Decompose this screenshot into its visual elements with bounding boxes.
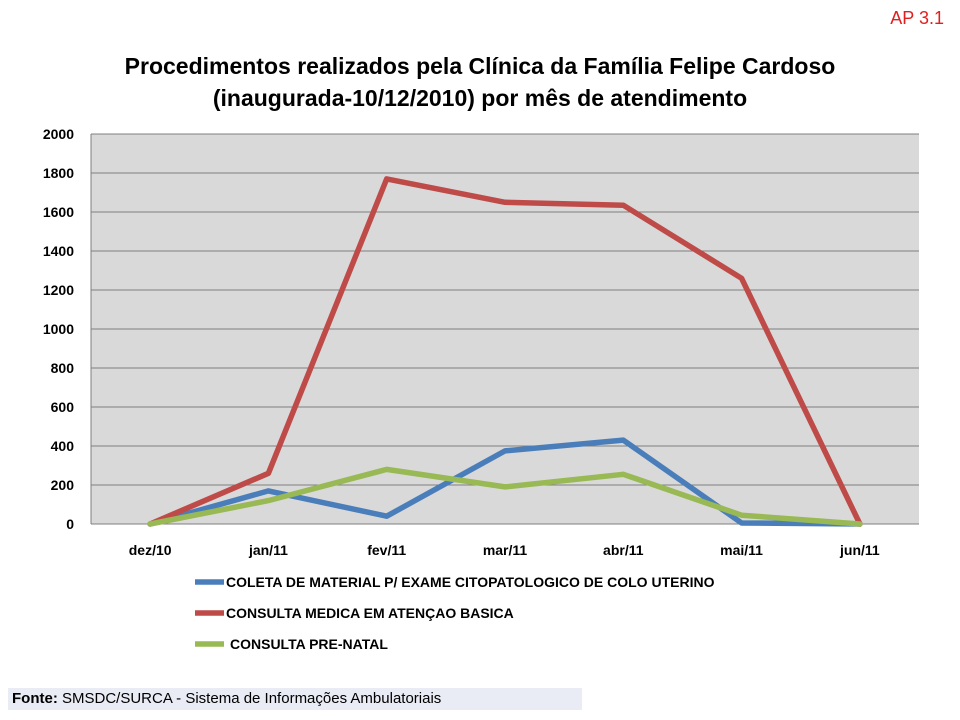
y-tick-label: 600 xyxy=(51,399,75,415)
y-axis-ticks: 0 200 400 600 800 1000 1200 1400 1600 1800 2000 xyxy=(43,126,74,532)
x-tick-label: jun/11 xyxy=(839,542,880,558)
x-tick-label: fev/11 xyxy=(367,542,406,558)
source-label: Fonte: xyxy=(12,690,58,707)
y-tick-label: 400 xyxy=(51,438,75,454)
line-chart: 0 200 400 600 800 1000 1200 1400 1600 1800 2000 de… xyxy=(43,126,919,652)
chart-title-line-1: Procedimentos realizados pela Clínica da… xyxy=(124,53,836,79)
x-tick-label: abr/11 xyxy=(603,542,644,558)
y-tick-label: 800 xyxy=(51,360,75,376)
x-tick-label: mai/11 xyxy=(720,542,763,558)
series-line-3 xyxy=(147,466,863,527)
legend-label: CONSULTA MEDICA EM ATENÇAO BASICA xyxy=(226,605,514,621)
y-tick-label: 1600 xyxy=(43,204,74,220)
gridlines xyxy=(90,133,919,525)
x-tick-label: mar/11 xyxy=(483,542,528,558)
x-tick-label: dez/10 xyxy=(129,542,172,558)
legend-label: COLETA DE MATERIAL P/ EXAME CITOPATOLOGI… xyxy=(226,574,715,590)
legend-label: CONSULTA PRE-NATAL xyxy=(230,636,388,652)
source-note: Fonte: SMSDC/SURCA - Sistema de Informaç… xyxy=(8,688,582,710)
y-tick-label: 1000 xyxy=(43,321,74,337)
series-lines xyxy=(147,176,863,527)
chart-title-line-2: (inaugurada-10/12/2010) por mês de atend… xyxy=(212,85,748,111)
chart-title: Procedimentos realizados pela Clínica da… xyxy=(0,50,960,114)
x-tick-label: jan/11 xyxy=(248,542,288,558)
y-tick-label: 0 xyxy=(66,516,74,532)
y-tick-label: 1800 xyxy=(43,165,74,181)
y-tick-label: 1200 xyxy=(43,282,74,298)
y-tick-label: 1400 xyxy=(43,243,74,259)
series-line-2 xyxy=(147,176,863,527)
y-tick-label: 200 xyxy=(51,477,75,493)
corner-label: AP 3.1 xyxy=(890,8,944,28)
legend: COLETA DE MATERIAL P/ EXAME CITOPATOLOGI… xyxy=(195,574,715,652)
y-tick-label: 2000 xyxy=(43,126,74,142)
x-axis-ticks: dez/10 jan/11 fev/11 mar/11 abr/11 mai/11 jun/… xyxy=(129,542,880,558)
source-text: SMSDC/SURCA - Sistema de Informações Amb… xyxy=(62,690,442,707)
series-line-1 xyxy=(147,437,863,527)
